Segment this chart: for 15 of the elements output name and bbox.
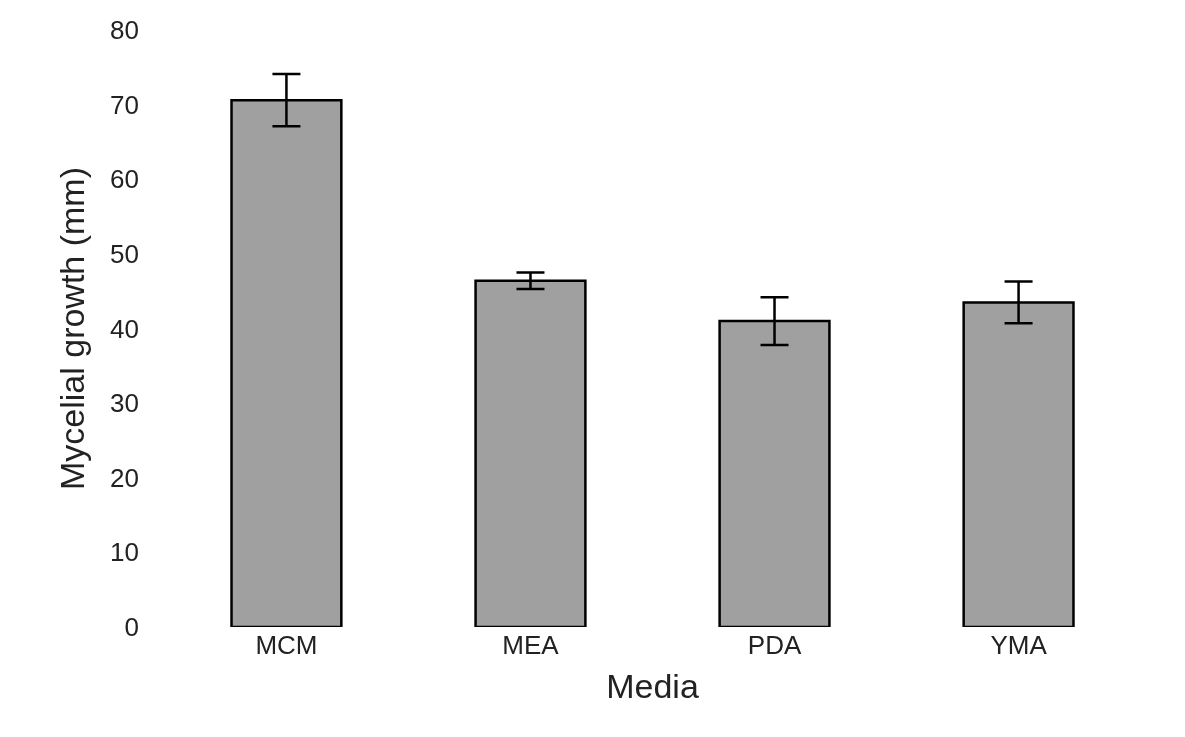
x-tick-label: MEA <box>502 630 560 660</box>
y-tick-label: 0 <box>124 612 139 643</box>
y-tick-label: 40 <box>110 313 139 344</box>
y-tick-label: 70 <box>110 89 139 120</box>
y-axis-title: Mycelial growth (mm) <box>52 166 91 491</box>
y-tick-label: 80 <box>110 15 139 46</box>
y-tick-label: 30 <box>110 388 139 419</box>
y-tick-label: 60 <box>110 164 139 195</box>
x-tick-label: PDA <box>747 630 802 660</box>
y-tick-label: 50 <box>110 238 139 269</box>
x-tick-label: YMA <box>990 630 1048 660</box>
x-axis-title: Media <box>606 667 699 706</box>
y-tick-label: 20 <box>110 462 139 493</box>
x-tick-label: MCM <box>255 630 318 660</box>
y-tick-label: 10 <box>110 537 139 568</box>
